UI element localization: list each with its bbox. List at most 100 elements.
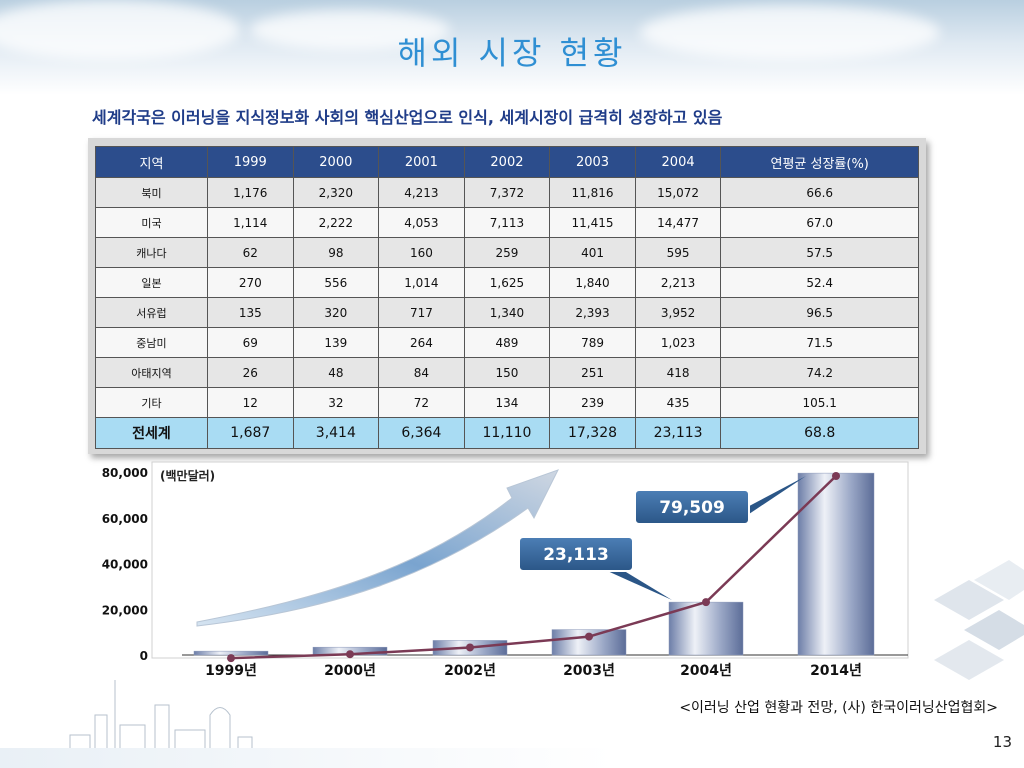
y-tick-label: 0 — [140, 649, 148, 663]
table-cell: 71.5 — [720, 327, 919, 358]
table-header-cell: 2000 — [292, 146, 380, 178]
line-point — [346, 650, 354, 659]
market-table: 지역 1999 2000 2001 2002 2003 2004 연평균 성장률(%) 북미 1… — [95, 146, 919, 449]
table-cell: 134 — [463, 387, 551, 418]
table-total-cell: 17,328 — [549, 417, 636, 449]
table-cell: 4,053 — [378, 207, 465, 238]
table-cell: 160 — [378, 237, 465, 268]
table-cell: 239 — [549, 387, 636, 418]
table-total-cell: 1,687 — [206, 417, 294, 449]
callout-pointer — [603, 569, 672, 600]
table-cell: 72 — [378, 387, 465, 418]
line-point — [702, 598, 710, 607]
table-cell: 7,113 — [463, 207, 551, 238]
table-header-row: 지역 1999 2000 2001 2002 2003 2004 연평균 성장률(%) — [95, 146, 919, 178]
x-tick-label: 2003년 — [563, 663, 615, 679]
y-tick-label: 80,000 — [102, 466, 148, 480]
table-header-cell: 연평균 성장률(%) — [720, 146, 919, 178]
growth-arrow-icon — [196, 469, 560, 627]
table-row: 서유럽 135 320 717 1,340 2,393 3,952 96.5 — [95, 297, 919, 328]
table-cell: 14,477 — [634, 207, 722, 238]
slide-title: 해외 시장 현황 — [397, 34, 627, 72]
x-tick-label: 1999년 — [205, 663, 257, 679]
table-total-cell: 3,414 — [292, 417, 380, 449]
table-cell: 435 — [634, 387, 722, 418]
callout-label: 79,509 — [659, 498, 725, 518]
table-cell: 2,393 — [549, 297, 636, 328]
table-cell: 84 — [378, 357, 465, 388]
table-region-cell: 아태지역 — [95, 357, 208, 388]
x-tick-label: 2000년 — [324, 663, 376, 679]
table-cell: 1,114 — [206, 207, 294, 238]
callout-box — [634, 489, 750, 525]
line-point — [585, 632, 593, 641]
table-cell: 270 — [206, 267, 294, 298]
table-header-cell: 지역 — [95, 146, 208, 178]
table-cell: 7,372 — [463, 177, 551, 208]
table-row: 북미 1,176 2,320 4,213 7,372 11,816 15,072 66.6 — [95, 177, 919, 208]
table-cell: 251 — [549, 357, 636, 388]
table-cell: 26 — [206, 357, 294, 388]
market-chart-svg: 23,113 79,509 0 20,000 40,000 60,000 80,000 1… — [102, 461, 909, 679]
y-tick-label: 40,000 — [102, 558, 148, 572]
table-cell: 32 — [292, 387, 380, 418]
y-tick-label: 20,000 — [102, 603, 148, 617]
table-cell: 67.0 — [720, 207, 919, 238]
table-region-cell: 중남미 — [95, 327, 208, 358]
table-cell: 135 — [206, 297, 294, 328]
line-point — [832, 472, 840, 480]
table-cell: 139 — [292, 327, 380, 358]
bar — [797, 472, 875, 656]
table-row: 일본 270 556 1,014 1,625 1,840 2,213 52.4 — [95, 267, 919, 298]
table-cell: 96.5 — [720, 297, 919, 328]
table-cell: 401 — [549, 237, 636, 268]
table-cell: 1,176 — [206, 177, 294, 208]
table-cell: 4,213 — [378, 177, 465, 208]
callout-label: 23,113 — [543, 545, 609, 565]
x-tick-label: 2014년 — [810, 663, 862, 679]
table-cell: 418 — [634, 357, 722, 388]
table-region-cell: 캐나다 — [95, 237, 208, 268]
value-callout: 79,509 — [634, 476, 806, 525]
table-region-cell: 북미 — [95, 177, 208, 208]
table-cell: 62 — [206, 237, 294, 268]
table-cell: 717 — [378, 297, 465, 328]
sky-banner — [0, 0, 1024, 95]
decorative-tiles — [934, 560, 1024, 680]
table-header-cell: 1999 — [206, 146, 294, 178]
table-cell: 489 — [463, 327, 551, 358]
value-callout: 23,113 — [518, 536, 672, 600]
table-cell: 48 — [292, 357, 380, 388]
table-region-cell: 서유럽 — [95, 297, 208, 328]
table-row: 캐나다 62 98 160 259 401 595 57.5 — [95, 237, 919, 268]
table-cell: 66.6 — [720, 177, 919, 208]
table-total-cell: 11,110 — [463, 417, 551, 449]
table-cell: 150 — [463, 357, 551, 388]
table-cell: 3,952 — [634, 297, 722, 328]
table-cell: 98 — [292, 237, 380, 268]
table-cell: 259 — [463, 237, 551, 268]
table-header-cell: 2002 — [463, 146, 551, 178]
table-cell: 1,840 — [549, 267, 636, 298]
table-cell: 69 — [206, 327, 294, 358]
table-row: 아태지역 26 48 84 150 251 418 74.2 — [95, 357, 919, 388]
table-cell: 74.2 — [720, 357, 919, 388]
table-cell: 12 — [206, 387, 294, 418]
table-cell: 1,014 — [378, 267, 465, 298]
table-cell: 1,340 — [463, 297, 551, 328]
table-header-cell: 2003 — [549, 146, 636, 178]
table-region-cell: 미국 — [95, 207, 208, 238]
table-total-cell: 68.8 — [720, 417, 919, 449]
table-cell: 320 — [292, 297, 380, 328]
table-total-row: 전세계 1,687 3,414 6,364 11,110 17,328 23,113 68.8 — [95, 417, 919, 449]
table-region-cell: 기타 — [95, 387, 208, 418]
table-cell: 556 — [292, 267, 380, 298]
table-cell: 11,415 — [549, 207, 636, 238]
table-region-cell: 일본 — [95, 267, 208, 298]
line-point — [466, 643, 474, 652]
x-tick-label: 2004년 — [680, 663, 732, 679]
table-total-label: 전세계 — [95, 417, 208, 449]
table-cell: 595 — [634, 237, 722, 268]
market-table-panel: 지역 1999 2000 2001 2002 2003 2004 연평균 성장률(%) 북미 1… — [88, 138, 926, 454]
table-cell: 105.1 — [720, 387, 919, 418]
